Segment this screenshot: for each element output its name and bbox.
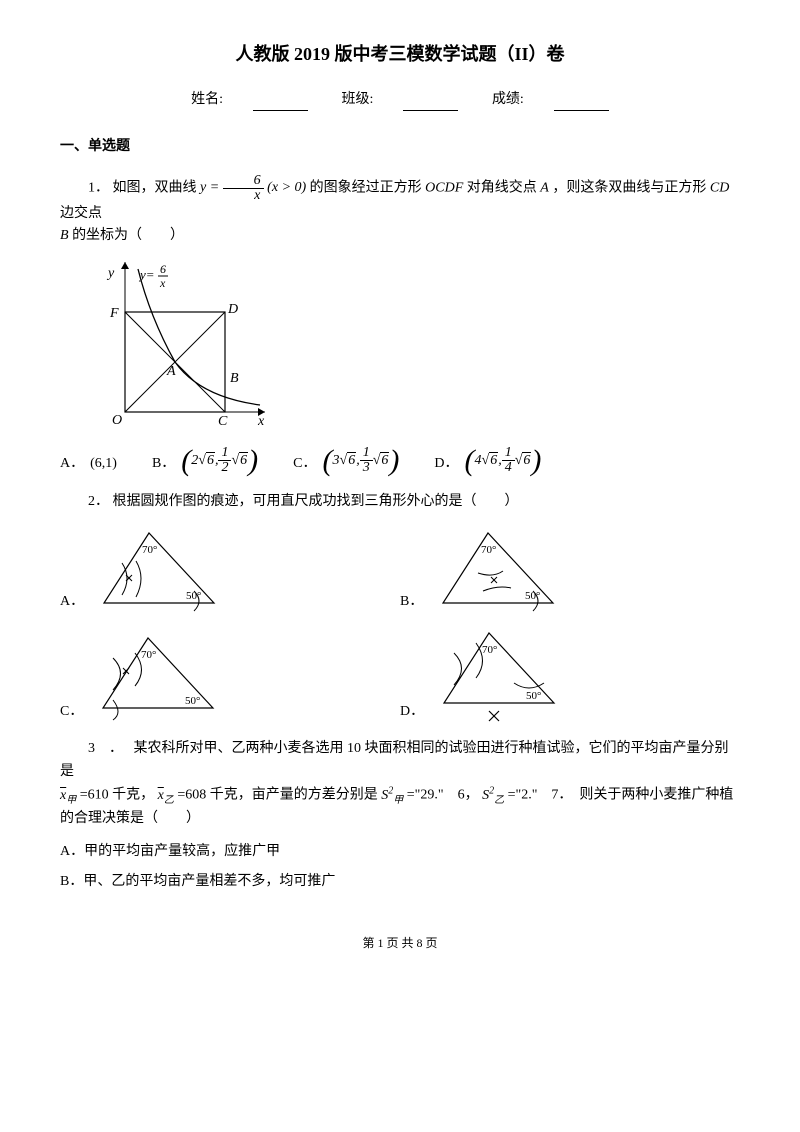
svg-text:70°: 70° — [481, 544, 496, 556]
opt-label: D． — [400, 701, 424, 723]
q1-point-b: B — [60, 228, 69, 243]
q2-opt-a[interactable]: A． 70° 50° — [60, 523, 400, 613]
svg-text:F: F — [109, 306, 119, 321]
opt-label: C． — [60, 701, 83, 723]
q2-row1: A． 70° 50° B． 70° 50° — [60, 523, 740, 613]
q2-opt-c[interactable]: C． 70° 50° — [60, 623, 400, 723]
q3-x-yi: x乙 — [158, 788, 174, 803]
q1-graph-svg: y y= 6 x F D A B O C x — [100, 257, 270, 427]
triangle-b-icon: 70° 50° — [433, 523, 563, 613]
q1-text-e: 边交点 — [60, 206, 102, 221]
q3-s-jia-val: ="29." 6， — [407, 788, 479, 803]
q1-ocdf: OCDF — [425, 180, 463, 195]
q3-s-jia: S2甲 — [381, 788, 403, 803]
q1-opt-c[interactable]: C． ( 36, 13 6 ) — [293, 446, 399, 476]
q1-opt-b[interactable]: B． ( 26, 12 6 ) — [152, 446, 258, 476]
question-1: 1． 如图，双曲线 y = 6x (x > 0) 的图象经过正方形 OCDF 对… — [60, 174, 740, 248]
page-title: 人教版 2019 版中考三模数学试题（II）卷 — [60, 40, 740, 69]
class-blank[interactable] — [403, 96, 458, 111]
class-label: 班级: — [342, 92, 374, 107]
svg-text:50°: 50° — [185, 695, 200, 707]
q1-point-a: A — [540, 180, 549, 195]
opt-a-content: (6,1) — [90, 453, 117, 475]
svg-text:6: 6 — [160, 262, 166, 276]
q1-text-d: ，则这条双曲线与正方形 — [552, 180, 706, 195]
q3-x-jia-val: =610 千克， — [80, 788, 154, 803]
q1-opt-d[interactable]: D． ( 46, 14 6 ) — [434, 446, 541, 476]
svg-text:y: y — [106, 266, 115, 281]
q1-text-b: 的图象经过正方形 — [310, 180, 422, 195]
svg-text:D: D — [227, 302, 238, 317]
score-blank[interactable] — [554, 96, 609, 111]
question-2: 2． 根据圆规作图的痕迹，可用直尺成功找到三角形外心的是（ ） — [60, 491, 740, 513]
opt-label: B． — [152, 453, 175, 475]
opt-label: A． — [60, 591, 84, 613]
svg-text:70°: 70° — [482, 644, 497, 656]
name-blank[interactable] — [253, 96, 308, 111]
q2-num: 2． — [88, 494, 109, 509]
svg-text:70°: 70° — [141, 649, 156, 661]
score-label: 成绩: — [492, 92, 524, 107]
student-info-row: 姓名: 班级: 成绩: — [60, 89, 740, 111]
q1-text-a: 如图，双曲线 — [113, 180, 197, 195]
q1-formula: y = 6x (x > 0) — [200, 180, 310, 195]
q3-x-yi-val: =608 千克，亩产量的方差分别是 — [177, 788, 377, 803]
q1-cd: CD — [710, 180, 729, 195]
q3-text-a: 某农科所对甲、乙两种小麦各选用 10 块面积相同的试验田进行种植试验，它们的平均… — [60, 741, 729, 778]
triangle-c-icon: 70° 50° — [93, 628, 223, 723]
q1-options: A． (6,1) B． ( 26, 12 6 ) C． ( 36, 13 6 )… — [60, 446, 740, 476]
svg-text:A: A — [166, 364, 176, 379]
q3-s-yi: S2乙 — [482, 788, 504, 803]
svg-text:50°: 50° — [526, 690, 541, 702]
q2-opt-b[interactable]: B． 70° 50° — [400, 523, 740, 613]
svg-text:O: O — [112, 413, 122, 427]
svg-text:C: C — [218, 414, 228, 427]
opt-label: B． — [400, 591, 423, 613]
q2-opt-d[interactable]: D． 70° 50° — [400, 623, 740, 723]
section-heading: 一、单选题 — [60, 136, 740, 158]
name-label: 姓名: — [191, 92, 223, 107]
q1-diagram: y y= 6 x F D A B O C x — [100, 257, 740, 435]
q1-num: 1． — [88, 180, 109, 195]
svg-text:x: x — [159, 276, 166, 290]
q3-opt-a[interactable]: A．甲的平均亩产量较高，应推广甲 — [60, 841, 740, 863]
svg-text:x: x — [257, 414, 265, 427]
q1-text-f: 的坐标为（ ） — [72, 228, 184, 243]
q3-num: 3 ． — [88, 741, 130, 756]
triangle-a-icon: 70° 50° — [94, 523, 224, 613]
opt-label: A． — [60, 453, 84, 475]
q3-x-jia: x甲 — [60, 788, 76, 803]
q3-opt-b[interactable]: B．甲、乙的平均亩产量相差不多，均可推广 — [60, 871, 740, 893]
triangle-d-icon: 70° 50° — [434, 623, 564, 723]
question-3: 3 ． 某农科所对甲、乙两种小麦各选用 10 块面积相同的试验田进行种植试验，它… — [60, 738, 740, 831]
svg-text:y=: y= — [138, 267, 155, 282]
q1-opt-a[interactable]: A． (6,1) — [60, 446, 117, 476]
svg-text:70°: 70° — [142, 544, 157, 556]
page-footer: 第 1 页 共 8 页 — [60, 934, 740, 953]
q2-row2: C． 70° 50° D． 70° 50° — [60, 623, 740, 723]
svg-text:B: B — [230, 371, 239, 386]
q2-text: 根据圆规作图的痕迹，可用直尺成功找到三角形外心的是（ ） — [113, 494, 519, 509]
q1-text-c: 对角线交点 — [467, 180, 537, 195]
opt-label: D． — [434, 453, 458, 475]
opt-label: C． — [293, 453, 316, 475]
